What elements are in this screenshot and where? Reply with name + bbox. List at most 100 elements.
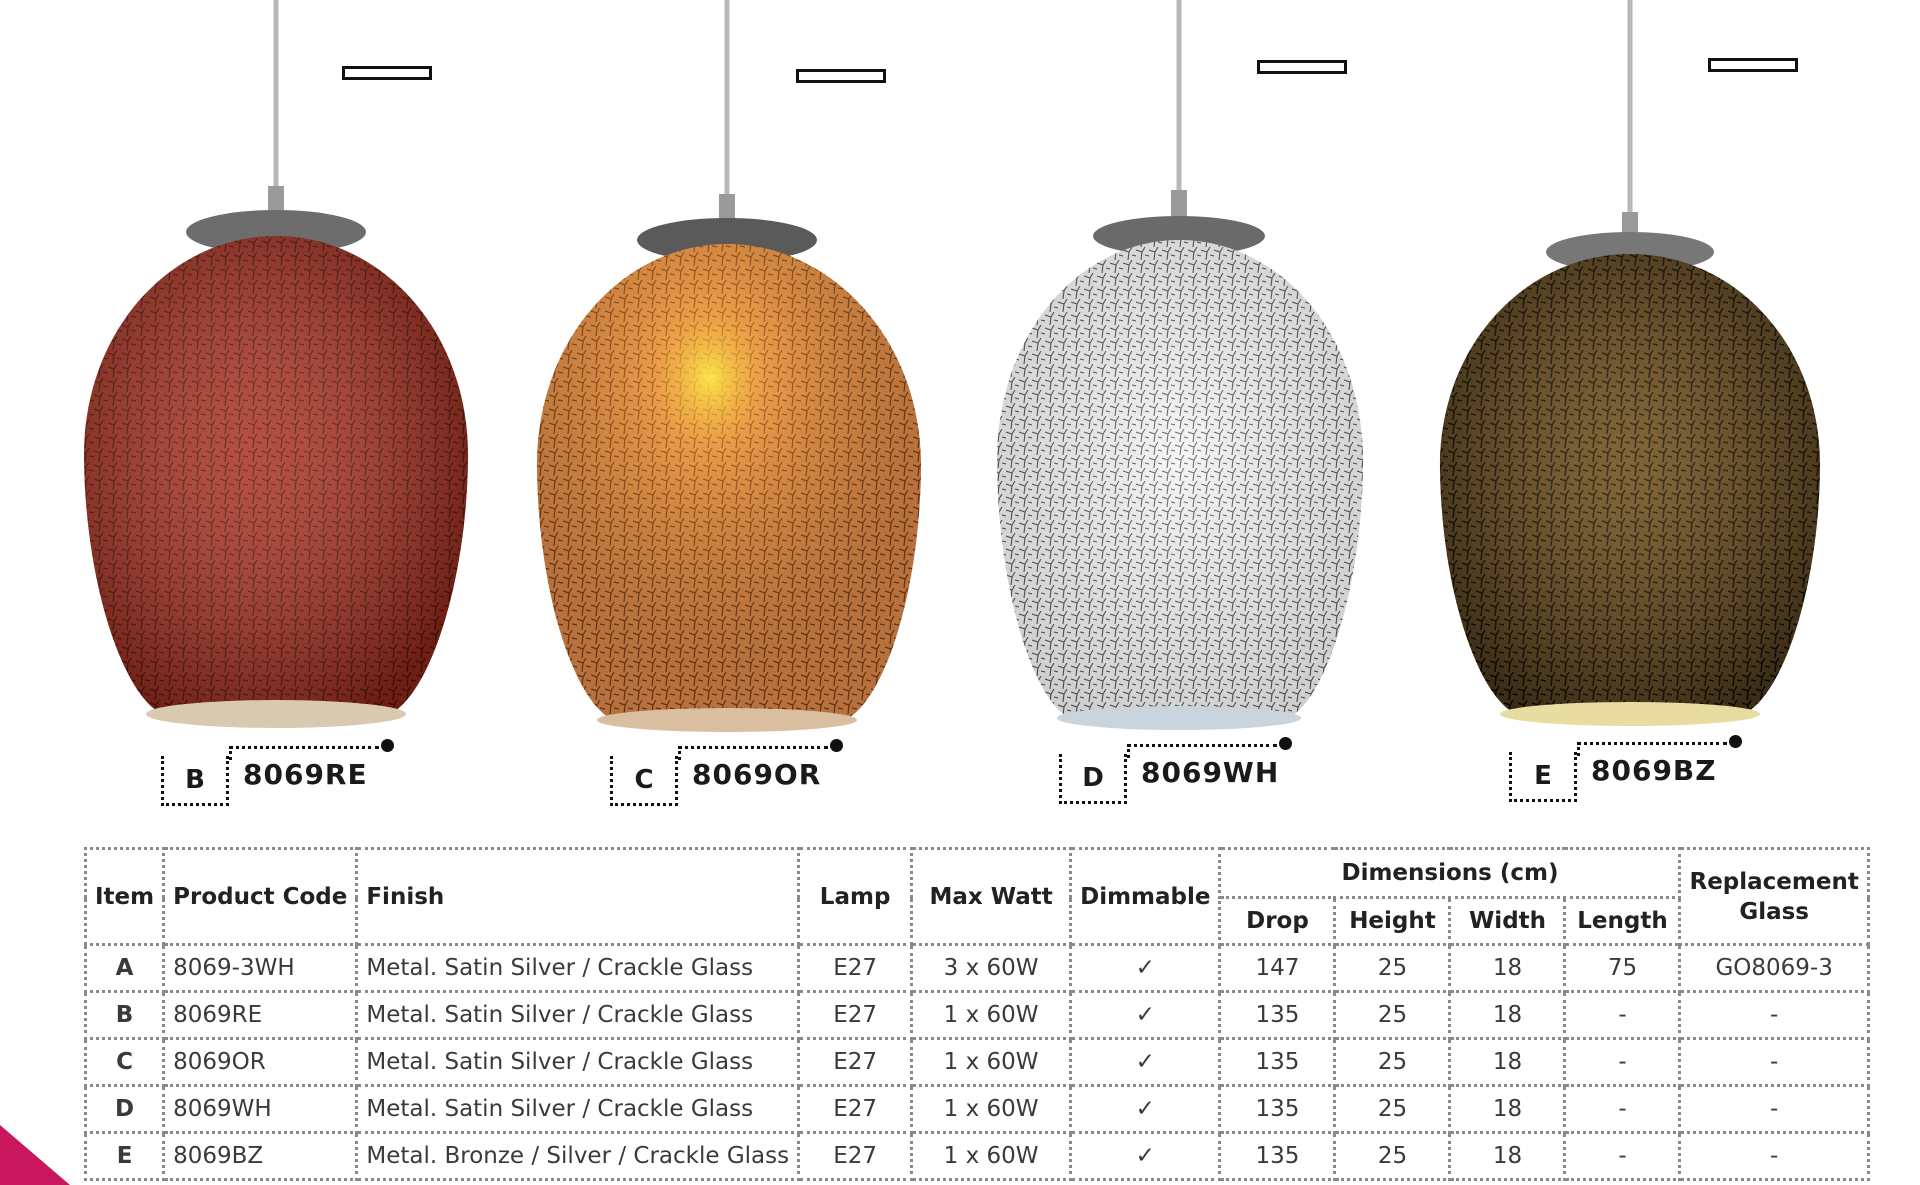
cell-length: -: [1563, 990, 1682, 1040]
cell-item: A: [83, 943, 166, 993]
col-drop: Drop: [1218, 896, 1337, 946]
col-max-watt: Max Watt: [910, 847, 1073, 946]
item-letter: C: [610, 756, 678, 806]
product-label: E 8069BZ: [1509, 735, 1749, 802]
cell-height: 25: [1333, 943, 1452, 993]
cell-code: 8069RE: [162, 990, 359, 1040]
cord-tag: [1257, 60, 1347, 74]
item-letter: E: [1509, 752, 1577, 802]
product-label: C 8069OR: [610, 739, 850, 806]
cell-drop: 135: [1218, 1037, 1337, 1087]
cell-height: 25: [1333, 990, 1452, 1040]
cell-glass: -: [1678, 1084, 1870, 1134]
label-leader: [678, 746, 828, 749]
cell-finish: Metal. Bronze / Silver / Crackle Glass: [355, 1131, 801, 1181]
cell-height: 25: [1333, 1084, 1452, 1134]
cell-lamp: E27: [797, 1084, 914, 1134]
cord-tag: [796, 69, 886, 83]
label-dot: [381, 739, 394, 752]
cell-lamp: E27: [797, 943, 914, 993]
cell-dimmable: ✓: [1069, 990, 1222, 1040]
label-leader: [678, 746, 681, 760]
product-code: 8069WH: [1141, 756, 1280, 789]
cell-lamp: E27: [797, 1131, 914, 1181]
product-label: B 8069RE: [161, 739, 401, 806]
cell-dimmable: ✓: [1069, 1084, 1222, 1134]
cell-watt: 1 x 60W: [910, 1084, 1073, 1134]
table-row: A 8069-3WH Metal. Satin Silver / Crackle…: [83, 943, 1870, 993]
cell-height: 25: [1333, 1037, 1452, 1087]
cell-length: -: [1563, 1037, 1682, 1087]
cord-tag: [1708, 58, 1798, 72]
corner-accent: [0, 1125, 70, 1185]
cell-code: 8069-3WH: [162, 943, 359, 993]
table-row: B 8069RE Metal. Satin Silver / Crackle G…: [83, 990, 1870, 1040]
label-leader: [1577, 742, 1580, 756]
label-dot: [1279, 737, 1292, 750]
cell-item: D: [83, 1084, 166, 1134]
product-code: 8069OR: [692, 758, 822, 791]
label-leader: [229, 746, 232, 760]
label-leader: [1127, 744, 1130, 758]
cell-width: 18: [1448, 943, 1567, 993]
cell-width: 18: [1448, 1131, 1567, 1181]
label-dot: [830, 739, 843, 752]
cell-width: 18: [1448, 990, 1567, 1040]
cell-code: 8069WH: [162, 1084, 359, 1134]
cell-drop: 135: [1218, 990, 1337, 1040]
cell-watt: 1 x 60W: [910, 1131, 1073, 1181]
cell-glass: GO8069-3: [1678, 943, 1870, 993]
cell-glass: -: [1678, 1131, 1870, 1181]
pendant-lamp-bronze: [1434, 0, 1834, 740]
cell-watt: 1 x 60W: [910, 990, 1073, 1040]
cell-dimmable: ✓: [1069, 1037, 1222, 1087]
col-height: Height: [1333, 896, 1452, 946]
cell-width: 18: [1448, 1084, 1567, 1134]
cell-glass: -: [1678, 1037, 1870, 1087]
table-row: C 8069OR Metal. Satin Silver / Crackle G…: [83, 1037, 1870, 1087]
cell-watt: 1 x 60W: [910, 1037, 1073, 1087]
table-row: D 8069WH Metal. Satin Silver / Crackle G…: [83, 1084, 1870, 1134]
cell-drop: 147: [1218, 943, 1337, 993]
cord-tag: [342, 66, 432, 80]
product-code: 8069RE: [243, 758, 368, 791]
col-width: Width: [1448, 896, 1567, 946]
col-replacement-glass: Replacement Glass: [1678, 847, 1870, 946]
cell-length: -: [1563, 1131, 1682, 1181]
cell-item: C: [83, 1037, 166, 1087]
table-row: E 8069BZ Metal. Bronze / Silver / Crackl…: [83, 1131, 1870, 1181]
label-leader: [1577, 742, 1727, 745]
pendant-lamp-red: [80, 0, 480, 740]
spec-table: Item Product Code Finish Lamp Max Watt D…: [83, 847, 1870, 1181]
cell-watt: 3 x 60W: [910, 943, 1073, 993]
pendant-lamp-white: [993, 0, 1373, 740]
cell-length: 75: [1563, 943, 1682, 993]
product-label: D 8069WH: [1059, 737, 1299, 804]
col-dimensions: Dimensions (cm): [1218, 847, 1682, 899]
pendant-lamp-orange: [535, 0, 935, 740]
col-lamp: Lamp: [797, 847, 914, 946]
cell-dimmable: ✓: [1069, 943, 1222, 993]
cell-finish: Metal. Satin Silver / Crackle Glass: [355, 1084, 801, 1134]
cell-length: -: [1563, 1084, 1682, 1134]
cell-lamp: E27: [797, 990, 914, 1040]
cell-code: 8069OR: [162, 1037, 359, 1087]
col-finish: Finish: [355, 847, 801, 946]
cell-item: E: [83, 1131, 166, 1181]
cell-code: 8069BZ: [162, 1131, 359, 1181]
cell-lamp: E27: [797, 1037, 914, 1087]
cell-dimmable: ✓: [1069, 1131, 1222, 1181]
cell-item: B: [83, 990, 166, 1040]
cell-width: 18: [1448, 1037, 1567, 1087]
col-dimmable: Dimmable: [1069, 847, 1222, 946]
label-leader: [229, 746, 379, 749]
label-dot: [1729, 735, 1742, 748]
cell-finish: Metal. Satin Silver / Crackle Glass: [355, 943, 801, 993]
cell-drop: 135: [1218, 1131, 1337, 1181]
cell-glass: -: [1678, 990, 1870, 1040]
label-leader: [1127, 744, 1277, 747]
cell-finish: Metal. Satin Silver / Crackle Glass: [355, 1037, 801, 1087]
col-length: Length: [1563, 896, 1682, 946]
item-letter: B: [161, 756, 229, 806]
cell-finish: Metal. Satin Silver / Crackle Glass: [355, 990, 801, 1040]
